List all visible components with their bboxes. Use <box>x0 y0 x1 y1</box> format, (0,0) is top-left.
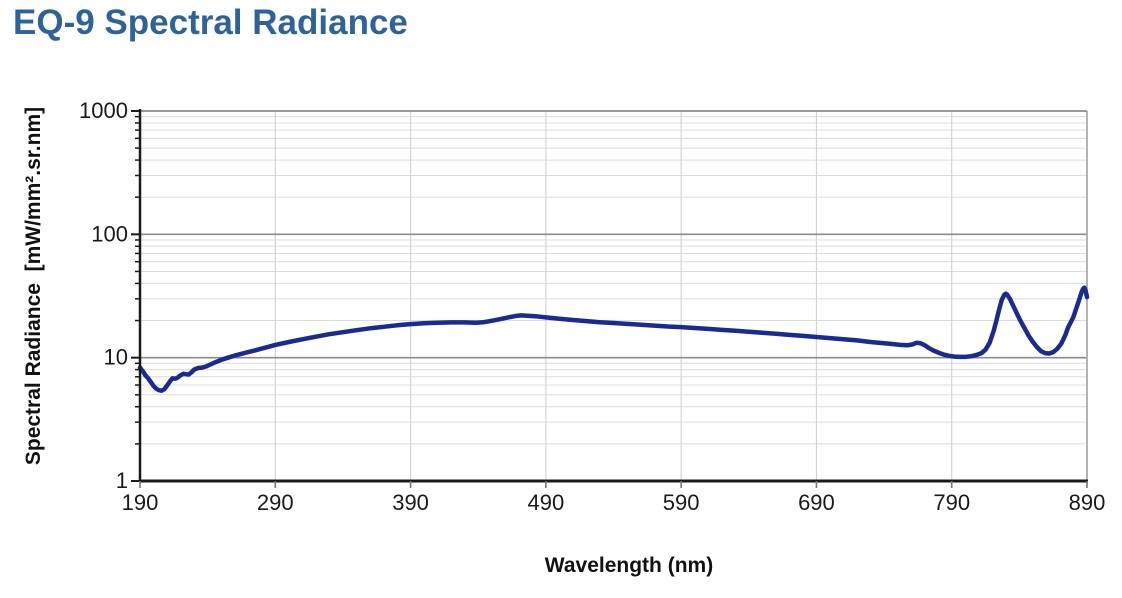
x-tick-label: 290 <box>257 490 294 515</box>
y-tick-label: 1000 <box>79 98 128 123</box>
y-tick-label: 1 <box>116 468 128 493</box>
x-tick-label: 490 <box>527 490 564 515</box>
y-tick-label: 10 <box>104 345 128 370</box>
x-tick-label: 590 <box>663 490 700 515</box>
x-tick-label: 390 <box>392 490 429 515</box>
y-tick-label: 100 <box>91 221 128 246</box>
series-line-eq9 <box>137 285 1090 393</box>
x-tick-label: 690 <box>798 490 835 515</box>
x-axis-title: Wavelength (nm) <box>544 554 714 577</box>
chart-title: EQ-9 Spectral Radiance <box>13 3 408 42</box>
x-tick-label: 890 <box>1069 490 1106 515</box>
y-axis-title: Spectral Radiance [mW/mm².sr.nm] <box>22 106 45 466</box>
x-tick-label: 790 <box>933 490 970 515</box>
x-tick-label: 190 <box>122 490 159 515</box>
